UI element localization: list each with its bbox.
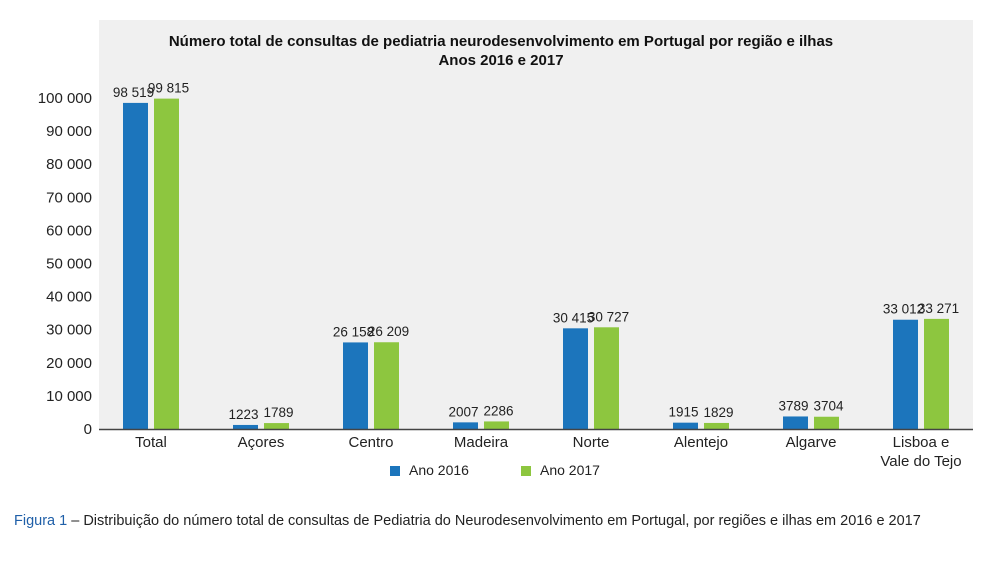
- data-label: 26 158: [333, 324, 374, 339]
- y-tick-label: 0: [84, 421, 92, 438]
- category-label: Lisboa e: [893, 434, 950, 451]
- legend: Ano 2016 Ano 2017: [390, 462, 600, 478]
- bar-2016: [453, 422, 478, 429]
- y-tick-label: 40 000: [46, 289, 92, 306]
- category-label: Açores: [238, 434, 285, 451]
- data-label: 2286: [483, 403, 513, 418]
- data-label: 33 012: [883, 302, 924, 317]
- category-label: Vale do Tejo: [880, 453, 961, 470]
- legend-swatch: [390, 466, 400, 476]
- bar-2017: [704, 422, 729, 429]
- y-tick-label: 20 000: [46, 355, 92, 372]
- bar-2017: [484, 421, 509, 429]
- data-label: 1223: [228, 407, 258, 422]
- category-label: Algarve: [786, 434, 837, 451]
- data-label: 1829: [703, 405, 733, 420]
- bar-2017: [264, 423, 289, 429]
- y-tick-label: 70 000: [46, 189, 92, 206]
- data-label: 30 415: [553, 310, 594, 325]
- legend-swatch: [521, 466, 531, 476]
- bar-2017: [594, 327, 619, 429]
- y-tick-label: 50 000: [46, 256, 92, 273]
- y-tick-label: 100 000: [38, 90, 92, 107]
- chart-subtitle: Anos 2016 e 2017: [438, 52, 563, 69]
- bar-2016: [563, 328, 588, 429]
- data-label: 1915: [668, 405, 698, 420]
- data-label: 30 727: [588, 309, 629, 324]
- bar-2017: [374, 342, 399, 429]
- category-label: Centro: [348, 434, 393, 451]
- y-tick-label: 10 000: [46, 388, 92, 405]
- bar-2016: [343, 342, 368, 429]
- y-tick-label: 30 000: [46, 322, 92, 339]
- category-label: Madeira: [454, 434, 509, 451]
- chart-title: Número total de consultas de pediatria n…: [169, 33, 833, 50]
- bar-2016: [233, 424, 258, 429]
- bars: [123, 98, 949, 430]
- figure-label: Figura 1: [14, 513, 68, 529]
- bar-2016: [783, 416, 808, 429]
- data-label: 98 519: [113, 85, 154, 100]
- bar-2017: [924, 318, 949, 429]
- caption-text: – Distribuição do número total de consul…: [67, 513, 921, 529]
- y-axis-ticks: 0 10 000 20 000 30 000 40 000 50 000 60 000 70 …: [38, 90, 92, 438]
- category-label: Total: [135, 434, 167, 451]
- bar-chart: Número total de consultas de pediatria n…: [38, 20, 973, 478]
- legend-label: Ano 2017: [540, 462, 600, 478]
- y-tick-label: 60 000: [46, 222, 92, 239]
- bar-2016: [123, 102, 148, 430]
- x-axis-categories: Total Açores Centro Madeira Norte Alentejo Alg…: [135, 434, 961, 470]
- data-label: 2007: [448, 404, 478, 419]
- data-label: 33 271: [918, 301, 959, 316]
- data-label: 1789: [263, 405, 293, 420]
- bar-2016: [893, 319, 918, 429]
- y-tick-label: 90 000: [46, 123, 92, 140]
- data-label: 3704: [813, 399, 844, 414]
- legend-label: Ano 2016: [409, 462, 469, 478]
- bar-2017: [154, 98, 179, 429]
- data-label: 99 815: [148, 81, 189, 96]
- y-tick-label: 80 000: [46, 156, 92, 173]
- category-label: Norte: [573, 434, 610, 451]
- plot-background: [99, 20, 973, 429]
- data-label: 3789: [778, 398, 808, 413]
- bar-2016: [673, 422, 698, 429]
- figure-caption: Figura 1 – Distribuição do número total …: [14, 512, 989, 530]
- category-label: Alentejo: [674, 434, 728, 451]
- bar-2017: [814, 416, 839, 429]
- data-label: 26 209: [368, 324, 409, 339]
